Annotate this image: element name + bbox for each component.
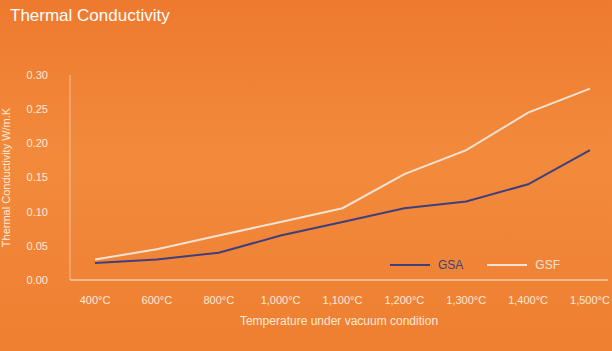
svg-text:1,000°C: 1,000°C (261, 294, 301, 306)
svg-text:0.15: 0.15 (27, 171, 48, 183)
svg-text:1,300°C: 1,300°C (446, 294, 486, 306)
svg-text:0.05: 0.05 (27, 240, 48, 252)
svg-text:600°C: 600°C (142, 294, 173, 306)
svg-text:0.25: 0.25 (27, 103, 48, 115)
svg-text:Thermal Conductivity W/m.K: Thermal Conductivity W/m.K (0, 107, 12, 247)
svg-text:1,100°C: 1,100°C (323, 294, 363, 306)
svg-text:1,500°C: 1,500°C (570, 294, 610, 306)
svg-text:1,400°C: 1,400°C (508, 294, 548, 306)
svg-text:0.10: 0.10 (27, 206, 48, 218)
svg-text:800°C: 800°C (203, 294, 234, 306)
svg-text:1,200°C: 1,200°C (384, 294, 424, 306)
svg-text:0.00: 0.00 (27, 274, 48, 286)
html-text:Thermal Conductivity: Thermal Conductivity (10, 6, 170, 25)
svg-text:0.30: 0.30 (27, 69, 48, 81)
html-text:GSA: GSA (438, 258, 464, 272)
svg-text:Temperature under vacuum condi: Temperature under vacuum condition (240, 314, 438, 328)
html-text:GSF: GSF (535, 258, 560, 272)
svg-text:0.20: 0.20 (27, 137, 48, 149)
svg-text:400°C: 400°C (80, 294, 111, 306)
